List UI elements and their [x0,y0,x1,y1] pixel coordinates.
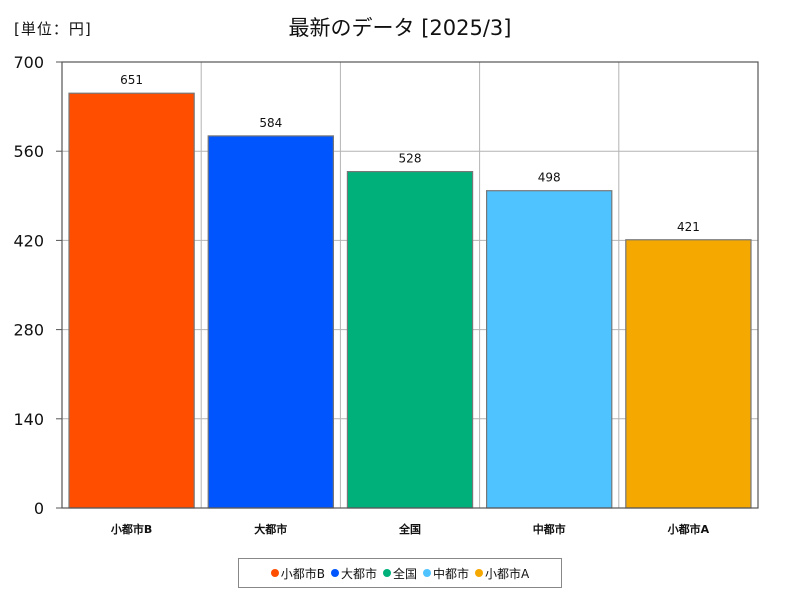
legend-item: 小都市B [270,565,325,582]
y-tick-label: 140 [13,410,44,429]
legend-item: 小都市A [475,565,529,582]
bar [486,190,613,509]
unit-label: [単位：円] [14,20,92,38]
legend-label: 全国 [393,566,418,581]
chart-title: 最新のデータ [2025/3] [288,16,512,40]
bar-value-label: 528 [399,152,422,166]
legend-label: 大都市 [340,566,377,581]
chart-legend: 小都市B 大都市 全国 中都市 小都市A [238,558,562,588]
x-tick-label: 大都市 [254,522,287,536]
bar-value-label: 584 [259,116,282,130]
y-tick-label: 0 [34,499,44,518]
legend-swatch [383,569,391,577]
y-tick-label: 700 [13,53,44,72]
legend-swatch [423,569,432,577]
y-tick-label: 420 [13,231,44,250]
bar [625,239,752,509]
y-tick-label: 280 [13,321,44,340]
legend-label: 小都市B [280,566,325,581]
x-tick-label: 全国 [398,522,421,536]
legend-item: 大都市 [330,565,377,582]
bar-value-label: 498 [538,171,561,185]
bar [346,170,474,509]
x-tick-label: 小都市A [667,522,710,536]
x-tick-label: 中都市 [533,522,566,536]
legend-swatch [330,569,339,577]
bar-value-label: 421 [677,220,700,234]
bar-value-label: 651 [120,73,143,87]
bar-chart: 0 140 280 420 560 700 651 小都市B 584 大都市 528 全国 498 中都市… [13,53,759,536]
x-tick-label: 小都市B [110,522,152,536]
legend-item: 全国 [383,565,417,582]
legend-swatch [475,569,484,577]
bar [207,135,334,509]
legend-item: 中都市 [423,565,469,582]
plot-frame [61,61,759,509]
bar [68,92,195,509]
legend-label: 小都市A [485,566,530,581]
y-tick-label: 560 [13,142,44,161]
legend-swatch [270,569,279,577]
legend-label: 中都市 [433,566,470,581]
